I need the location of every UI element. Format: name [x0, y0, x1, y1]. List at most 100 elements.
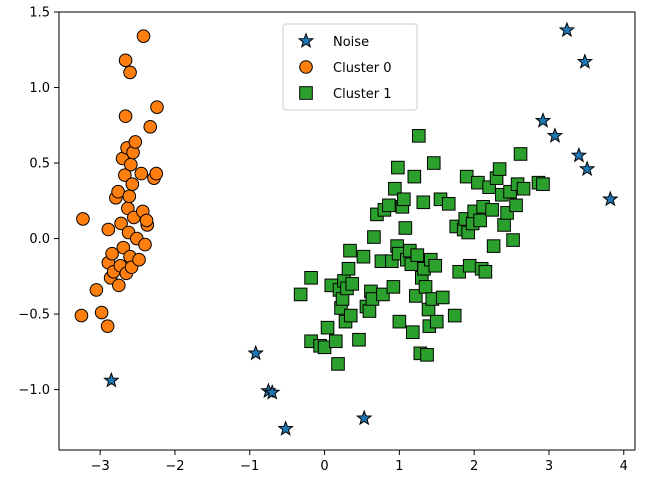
y-tick-label: −0.5	[18, 308, 50, 323]
point-cluster-0	[118, 168, 132, 182]
point-cluster-0	[128, 135, 143, 149]
point-cluster-1	[317, 340, 332, 355]
point-cluster-1	[462, 258, 477, 273]
point-cluster-0	[74, 308, 89, 323]
legend-marker-cluster-1	[299, 86, 313, 100]
point-cluster-1	[382, 198, 396, 213]
point-cluster-1	[435, 290, 450, 305]
point-cluster-1	[441, 197, 456, 211]
point-cluster-1	[320, 320, 335, 335]
point-cluster-1	[304, 271, 318, 285]
point-cluster-0	[124, 157, 138, 172]
legend-label-cluster-1: Cluster 1	[333, 87, 392, 102]
point-noise	[247, 344, 264, 361]
point-cluster-1	[536, 177, 550, 191]
point-cluster-0	[143, 119, 158, 134]
point-cluster-1	[376, 287, 390, 302]
x-tick-label: 0	[320, 459, 328, 474]
series-noise	[103, 21, 619, 436]
point-cluster-0	[118, 53, 133, 68]
y-tick-label: 0.0	[29, 232, 50, 247]
point-cluster-0	[89, 283, 104, 297]
point-noise	[578, 160, 596, 177]
point-cluster-1	[497, 218, 511, 232]
point-cluster-0	[111, 184, 125, 199]
point-cluster-1	[386, 280, 401, 294]
point-cluster-1	[406, 325, 420, 339]
series-layer	[74, 21, 619, 436]
point-cluster-1	[513, 147, 528, 161]
point-cluster-1	[341, 261, 356, 276]
series-cluster-1	[293, 129, 550, 371]
x-tick-label: 2	[470, 459, 478, 474]
point-cluster-1	[410, 248, 425, 262]
point-cluster-0	[132, 252, 146, 267]
point-noise	[534, 112, 552, 128]
point-cluster-0	[118, 109, 133, 124]
point-cluster-0	[100, 319, 115, 333]
point-cluster-0	[94, 305, 109, 320]
point-cluster-1	[293, 287, 308, 302]
point-noise	[558, 21, 576, 38]
point-cluster-1	[420, 348, 434, 362]
point-cluster-1	[356, 249, 371, 264]
point-cluster-1	[485, 203, 499, 217]
x-tick-label: −2	[165, 459, 184, 474]
series-cluster-0	[74, 29, 164, 333]
point-cluster-1	[331, 357, 345, 371]
point-cluster-1	[367, 230, 381, 244]
legend-markers	[297, 32, 315, 100]
point-cluster-1	[509, 198, 523, 213]
point-cluster-1	[426, 156, 441, 170]
point-cluster-1	[429, 314, 444, 329]
point-cluster-1	[391, 160, 405, 175]
point-cluster-0	[123, 65, 137, 80]
point-cluster-1	[418, 280, 433, 294]
point-noise	[576, 53, 594, 69]
x-tick-label: −3	[91, 459, 110, 474]
point-cluster-1	[345, 277, 360, 291]
point-cluster-1	[398, 221, 413, 235]
x-tick-label: 1	[395, 459, 403, 474]
point-cluster-1	[471, 175, 485, 190]
point-noise	[546, 127, 564, 143]
point-cluster-1	[459, 169, 474, 184]
point-cluster-0	[150, 100, 164, 114]
legend-marker-cluster-0	[299, 60, 313, 74]
point-cluster-1	[343, 308, 358, 323]
point-cluster-1	[428, 258, 443, 273]
plot-frame	[58, 11, 636, 451]
x-tick-label: 3	[545, 459, 553, 474]
point-cluster-0	[125, 177, 140, 191]
point-cluster-1	[343, 243, 357, 258]
point-cluster-1	[397, 192, 411, 207]
point-cluster-1	[392, 314, 407, 329]
point-cluster-1	[478, 264, 493, 279]
point-cluster-1	[407, 169, 422, 184]
y-tick-label: 1.0	[29, 81, 50, 96]
point-cluster-0	[101, 222, 116, 237]
legend-box	[282, 23, 418, 111]
point-cluster-0	[122, 189, 137, 204]
point-cluster-0	[116, 240, 131, 255]
point-cluster-0	[112, 278, 126, 293]
x-axis: −3 −2 −1 0 1 2 3 4	[91, 450, 628, 474]
point-cluster-1	[328, 334, 343, 349]
point-cluster-1	[352, 332, 366, 347]
point-cluster-1	[416, 195, 431, 210]
legend-marker-noise	[297, 32, 315, 48]
point-cluster-0	[134, 166, 149, 181]
point-cluster-0	[136, 29, 151, 43]
y-tick-label: −1.0	[18, 383, 50, 398]
point-cluster-1	[447, 308, 462, 323]
y-axis: −1.0 −0.5 0.0 0.5 1.0 1.5	[18, 6, 59, 398]
y-tick-label: 0.5	[29, 157, 50, 172]
point-cluster-1	[473, 213, 487, 228]
point-cluster-0	[138, 237, 152, 252]
point-cluster-0	[105, 246, 119, 261]
point-cluster-0	[149, 166, 164, 181]
point-noise	[277, 420, 294, 436]
y-tick-label: 1.5	[29, 6, 50, 21]
point-cluster-1	[362, 304, 377, 318]
point-cluster-1	[506, 233, 520, 247]
